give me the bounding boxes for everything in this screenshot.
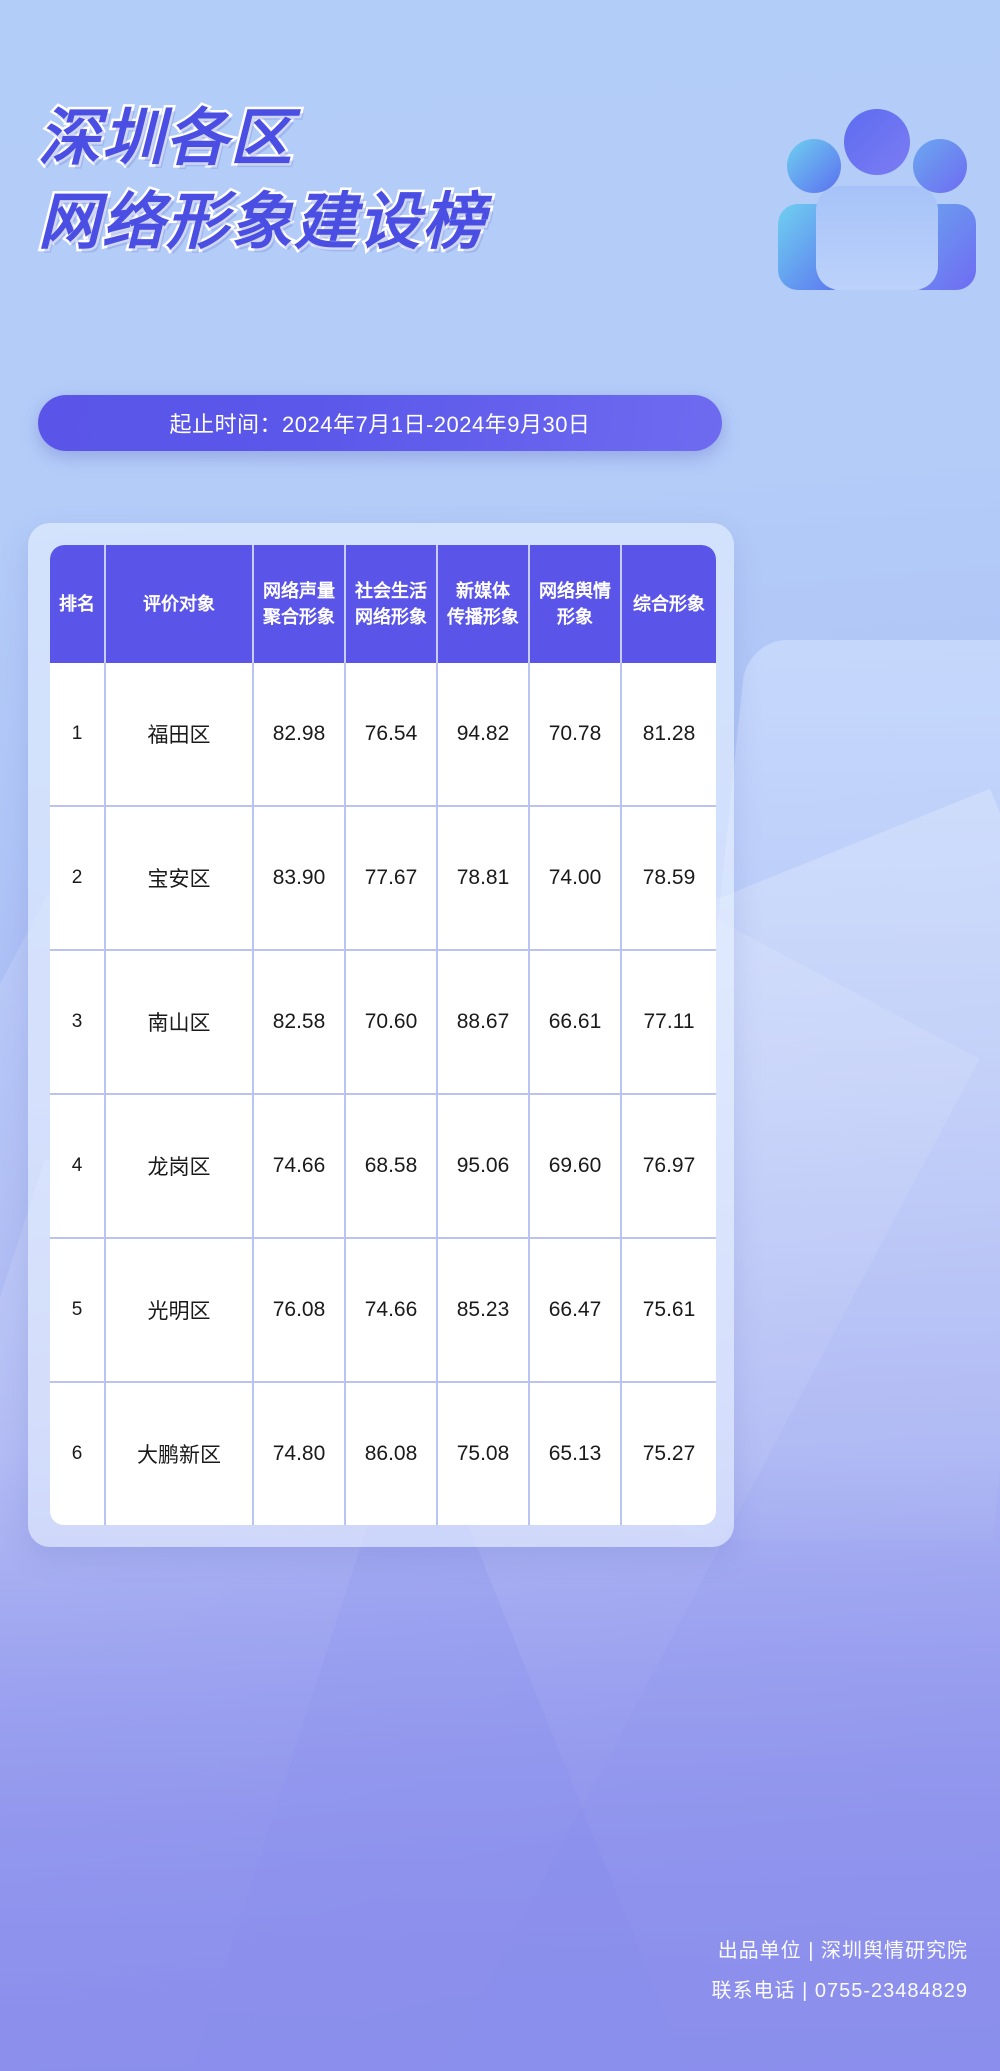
table-row: 5 光明区 76.08 74.66 85.23 66.47 75.61 (50, 1239, 716, 1383)
col-header-social-life-line1: 社会生活 (355, 581, 427, 601)
page-title: 深圳各区 网络形象建设榜 (36, 96, 598, 264)
cell-target: 大鹏新区 (106, 1383, 254, 1525)
cell-rank: 3 (50, 951, 106, 1095)
cell-voice: 74.66 (254, 1095, 346, 1239)
title-line-1: 深圳各区 (36, 99, 295, 177)
date-range-bar: 起止时间：2024年7月1日-2024年9月30日 (38, 395, 722, 451)
cell-public-opinion: 69.60 (530, 1095, 622, 1239)
cell-public-opinion: 65.13 (530, 1383, 622, 1525)
table-body: 1 福田区 82.98 76.54 94.82 70.78 81.28 2 宝安… (50, 663, 716, 1525)
cell-new-media: 95.06 (438, 1095, 530, 1239)
cell-voice: 83.90 (254, 807, 346, 951)
col-header-new-media: 新媒体 传播形象 (438, 545, 530, 663)
col-header-overall-line1: 综合形象 (633, 594, 705, 614)
cell-overall: 78.59 (622, 807, 716, 951)
cell-public-opinion: 70.78 (530, 663, 622, 807)
cell-social-life: 68.58 (346, 1095, 438, 1239)
cell-new-media: 94.82 (438, 663, 530, 807)
cell-new-media: 75.08 (438, 1383, 530, 1525)
col-header-social-life: 社会生活 网络形象 (346, 545, 438, 663)
col-header-voice: 网络声量 聚合形象 (254, 545, 346, 663)
cell-social-life: 76.54 (346, 663, 438, 807)
table-row: 1 福田区 82.98 76.54 94.82 70.78 81.28 (50, 663, 716, 807)
col-header-voice-line1: 网络声量 (263, 581, 335, 601)
col-header-new-media-line1: 新媒体 (456, 581, 510, 601)
ranking-table: 排名 评价对象 网络声量 聚合形象 社会生活 网络形象 新媒体 (50, 545, 716, 1525)
cell-social-life: 86.08 (346, 1383, 438, 1525)
cell-voice: 74.80 (254, 1383, 346, 1525)
cell-voice: 82.58 (254, 951, 346, 1095)
footer-publisher: 出品单位 | 深圳舆情研究院 (717, 1940, 968, 1962)
cell-public-opinion: 66.61 (530, 951, 622, 1095)
table-row: 6 大鹏新区 74.80 86.08 75.08 65.13 75.27 (50, 1383, 716, 1525)
cell-voice: 76.08 (254, 1239, 346, 1383)
table-row: 3 南山区 82.58 70.60 88.67 66.61 77.11 (50, 951, 716, 1095)
cell-overall: 77.11 (622, 951, 716, 1095)
cell-rank: 6 (50, 1383, 106, 1525)
col-header-voice-line2: 聚合形象 (263, 607, 335, 627)
cell-new-media: 88.67 (438, 951, 530, 1095)
cell-public-opinion: 74.00 (530, 807, 622, 951)
cell-public-opinion: 66.47 (530, 1239, 622, 1383)
col-header-rank: 排名 (50, 545, 106, 663)
col-header-public-opinion-line2: 形象 (557, 607, 593, 627)
cell-voice: 82.98 (254, 663, 346, 807)
cell-social-life: 74.66 (346, 1239, 438, 1383)
footer: 出品单位 | 深圳舆情研究院 联系电话 | 0755-23484829 (712, 1931, 968, 2011)
ranking-table-card: 排名 评价对象 网络声量 聚合形象 社会生活 网络形象 新媒体 (28, 523, 734, 1547)
col-header-new-media-line2: 传播形象 (447, 607, 519, 627)
cell-target: 龙岗区 (106, 1095, 254, 1239)
table-row: 2 宝安区 83.90 77.67 78.81 74.00 78.59 (50, 807, 716, 951)
title-line-2: 网络形象建设榜 (36, 183, 487, 261)
col-header-public-opinion: 网络舆情 形象 (530, 545, 622, 663)
cell-rank: 5 (50, 1239, 106, 1383)
footer-contact: 联系电话 | 0755-23484829 (711, 1980, 968, 2002)
date-range-text: 起止时间：2024年7月1日-2024年9月30日 (169, 412, 591, 437)
col-header-overall: 综合形象 (622, 545, 716, 663)
cell-target: 福田区 (106, 663, 254, 807)
cell-overall: 75.27 (622, 1383, 716, 1525)
people-group-illustration (772, 100, 982, 300)
cell-rank: 2 (50, 807, 106, 951)
table-header: 排名 评价对象 网络声量 聚合形象 社会生活 网络形象 新媒体 (50, 545, 716, 663)
cell-new-media: 78.81 (438, 807, 530, 951)
cell-overall: 81.28 (622, 663, 716, 807)
table-header-row: 排名 评价对象 网络声量 聚合形象 社会生活 网络形象 新媒体 (50, 545, 716, 663)
col-header-target: 评价对象 (106, 545, 254, 663)
cell-rank: 4 (50, 1095, 106, 1239)
table-row: 4 龙岗区 74.66 68.58 95.06 69.60 76.97 (50, 1095, 716, 1239)
cell-overall: 75.61 (622, 1239, 716, 1383)
cell-target: 南山区 (106, 951, 254, 1095)
col-header-target-line1: 评价对象 (143, 594, 215, 614)
cell-social-life: 70.60 (346, 951, 438, 1095)
cell-target: 光明区 (106, 1239, 254, 1383)
col-header-social-life-line2: 网络形象 (355, 607, 427, 627)
cell-overall: 76.97 (622, 1095, 716, 1239)
cell-target: 宝安区 (106, 807, 254, 951)
col-header-public-opinion-line1: 网络舆情 (539, 581, 611, 601)
col-header-rank-line1: 排名 (59, 594, 95, 614)
cell-new-media: 85.23 (438, 1239, 530, 1383)
cell-social-life: 77.67 (346, 807, 438, 951)
cell-rank: 1 (50, 663, 106, 807)
